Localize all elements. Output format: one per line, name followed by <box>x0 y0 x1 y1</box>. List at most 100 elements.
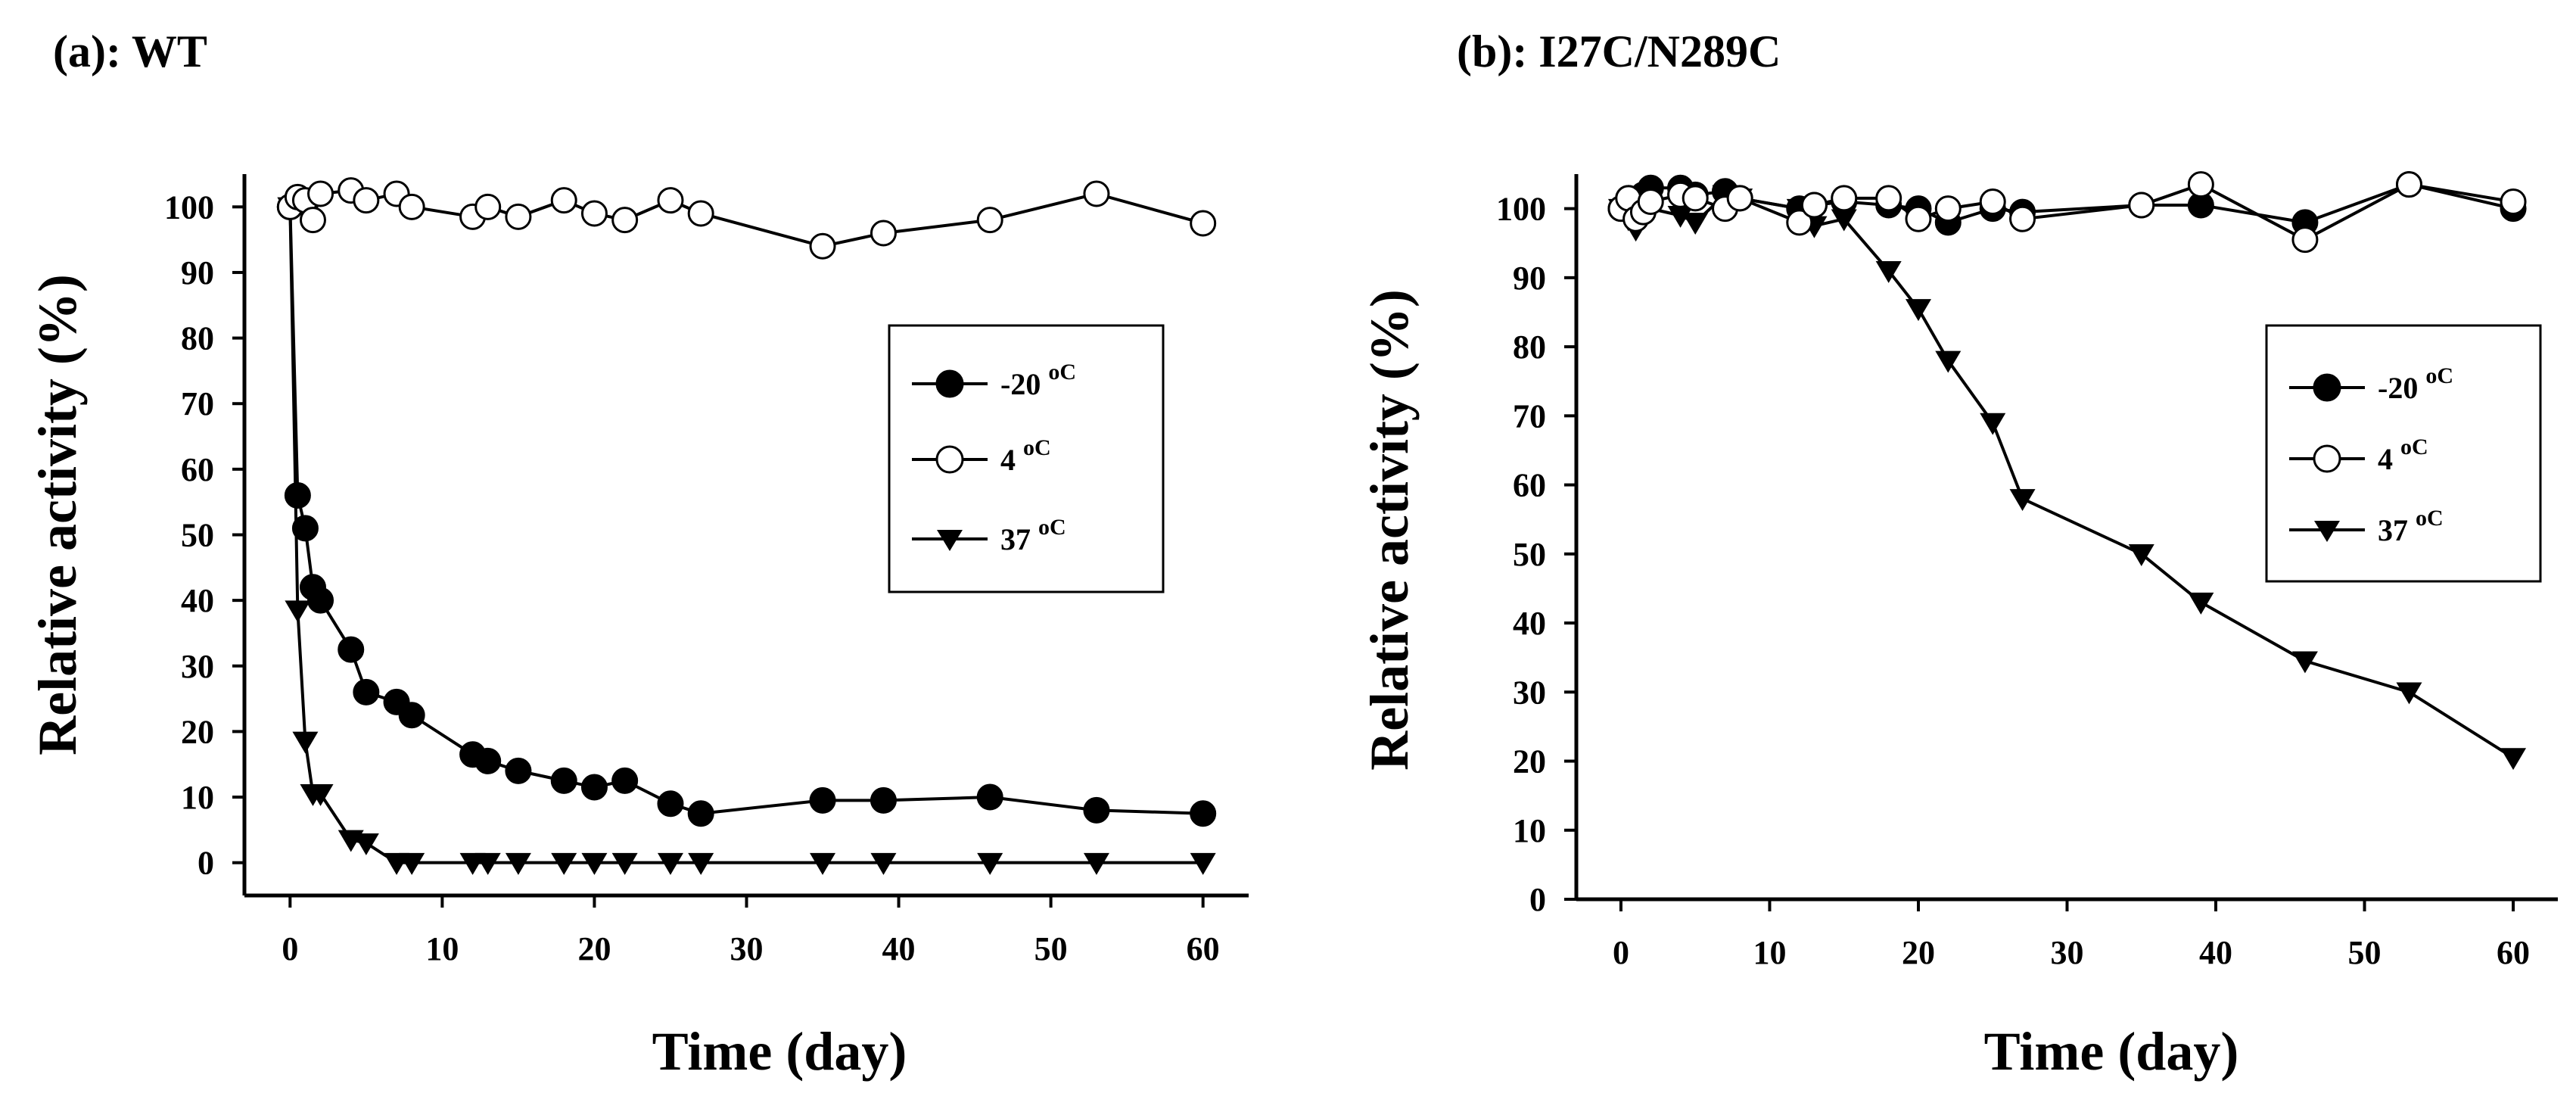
panel-a-legend-label-37: 37 <box>1000 522 1031 556</box>
triangle-down-marker-icon <box>2314 521 2340 542</box>
panel-a-y-tick-label: 0 <box>198 845 214 882</box>
panel-a-x-tick-label: 40 <box>882 930 916 967</box>
panel-b-y-axis-label: Relative activity (%) <box>1359 289 1420 771</box>
panel-b-legend-unit-minus20: oC <box>2425 363 2453 388</box>
panel-b-y-tick-label: 40 <box>1513 605 1546 642</box>
data-point-4oC <box>299 207 326 234</box>
panel-b-y-tick-label: 30 <box>1513 674 1546 711</box>
panel-a-legend-item-37: 37 oC <box>912 515 1066 556</box>
data-point--20oC <box>809 786 836 814</box>
panel-b-legend-label-37: 37 <box>2378 513 2408 547</box>
data-point-4oC <box>611 207 639 234</box>
data-point-37oC <box>505 852 531 875</box>
panel-b-legend-item-37: 37 oC <box>2289 506 2444 547</box>
data-point-37oC <box>657 852 683 875</box>
data-point-4oC <box>1875 185 1902 212</box>
panel-b-legend: -20 oC 4 oC 37 oC <box>2265 324 2542 583</box>
data-point-37oC <box>353 833 379 855</box>
svg-text:-20 oC: -20 oC <box>2378 363 2453 405</box>
data-point--20oC <box>353 678 380 705</box>
data-point--20oC <box>505 757 532 784</box>
open-circle-marker-icon <box>935 445 964 474</box>
data-point-37oC <box>977 852 1003 875</box>
data-point-37oC <box>2009 489 2036 511</box>
panel-b-axes: 0 10 20 30 40 50 60 70 80 90 100 0 10 20 30 40 50 60 <box>1496 174 2558 971</box>
data-point-4oC <box>1726 185 1753 212</box>
data-point-4oC <box>2128 192 2155 219</box>
panel-b-x-tick-label: 40 <box>2199 934 2232 971</box>
filled-circle-marker-icon <box>935 369 964 398</box>
panel-b-legend-label-4: 4 <box>2378 442 2393 476</box>
panel-b-x-tick-label: 20 <box>1902 934 1935 971</box>
panel-a-legend-label-4: 4 <box>1000 443 1016 477</box>
panel-a-y-tick-label: 90 <box>181 254 214 291</box>
data-point-37oC <box>307 783 334 806</box>
data-point-4oC <box>2009 205 2036 232</box>
panel-b-y-tick-label: 70 <box>1513 397 1546 434</box>
svg-text:4 oC: 4 oC <box>1000 435 1051 477</box>
data-point-37oC <box>285 600 311 623</box>
data-point-4oC <box>1786 209 1813 236</box>
data-point-4oC <box>2395 171 2422 198</box>
data-point-4oC <box>398 193 425 220</box>
panel-a-legend-item-minus20: -20 oC <box>912 360 1076 401</box>
data-point-4oC <box>809 232 836 260</box>
data-point--20oC <box>550 767 577 794</box>
data-point-37oC <box>870 852 897 875</box>
data-point-4oC <box>1800 192 1828 219</box>
panel-a-legend-unit-4: oC <box>1023 435 1051 460</box>
panel-a-y-tick-label: 70 <box>181 385 214 422</box>
data-point-4oC <box>2187 171 2214 198</box>
panel-b-legend-item-minus20: -20 oC <box>2289 363 2453 405</box>
data-point--20oC <box>1083 796 1110 824</box>
panel-a-x-tick-label: 0 <box>282 930 298 967</box>
data-point-4oC <box>1637 188 1664 215</box>
data-point-4oC <box>580 200 608 227</box>
panel-b-x-tick-label: 30 <box>2051 934 2084 971</box>
data-point-37oC <box>1935 350 1962 373</box>
data-point-4oC <box>2500 188 2527 215</box>
filled-circle-marker-icon <box>2313 373 2341 402</box>
chart-panel-b: (b): I27C/N289C Time (day) Relative acti… <box>1359 26 2558 1082</box>
data-point-37oC <box>810 852 836 875</box>
panel-b-series <box>1607 171 2527 771</box>
panel-b-x-tick-label: 0 <box>1613 934 1629 971</box>
panel-b-x-tick-label: 60 <box>2497 934 2530 971</box>
data-point-37oC <box>399 852 425 875</box>
panel-b-y-tick-label: 50 <box>1513 536 1546 573</box>
panel-a-legend-item-4: 4 oC <box>912 435 1051 477</box>
panel-a-y-tick-label: 100 <box>164 188 214 226</box>
data-point-4oC <box>687 200 714 227</box>
data-point--20oC <box>398 702 425 729</box>
panel-b-y-tick-label: 20 <box>1513 743 1546 780</box>
panel-a-x-tick-label: 10 <box>425 930 459 967</box>
panel-a-y-tick-label: 20 <box>181 713 214 750</box>
data-point--20oC <box>1190 800 1217 827</box>
data-point--20oC <box>611 767 639 794</box>
panel-a-x-axis-label: Time (day) <box>652 1021 907 1082</box>
panel-b-y-tick-label: 90 <box>1513 260 1546 297</box>
data-point-37oC <box>292 731 319 754</box>
data-point--20oC <box>580 774 608 801</box>
panel-a-legend: -20 oC 4 oC 37 oC <box>888 324 1165 593</box>
panel-b-y-tick-label: 0 <box>1529 881 1546 918</box>
data-point-37oC <box>611 852 638 875</box>
panel-b-y-tick-label: 60 <box>1513 467 1546 504</box>
data-point-4oC <box>1682 185 1709 212</box>
data-point-37oC <box>1831 209 1857 232</box>
data-point-37oC <box>1980 413 2006 435</box>
panel-a-y-tick-label: 40 <box>181 582 214 619</box>
svg-text:4 oC: 4 oC <box>2378 434 2428 476</box>
data-point-37oC <box>1083 852 1109 875</box>
panel-a-x-tick-label: 20 <box>577 930 611 967</box>
data-point-37oC <box>551 852 577 875</box>
data-point-4oC <box>1934 195 1962 223</box>
data-point--20oC <box>291 515 319 542</box>
data-point-4oC <box>474 193 502 220</box>
panel-a-y-tick-label: 80 <box>181 320 214 357</box>
data-point-4oC <box>1083 180 1110 207</box>
data-point-37oC <box>1190 852 1216 875</box>
data-point-4oC <box>505 203 532 230</box>
data-point-37oC <box>1875 260 1902 283</box>
